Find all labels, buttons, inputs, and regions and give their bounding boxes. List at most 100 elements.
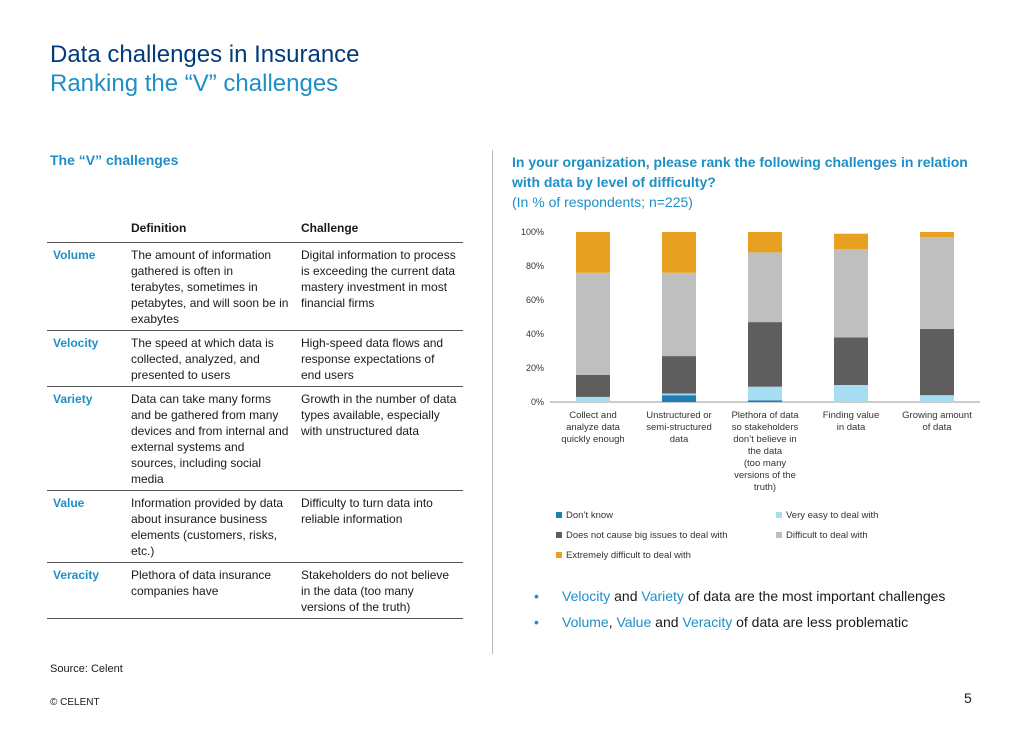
table-row: Value Information provided by data about…: [47, 490, 463, 563]
x-category-label-line: (too many: [744, 458, 786, 469]
bar-segment: [576, 374, 610, 397]
bar-segment: [662, 356, 696, 394]
key-findings: • Velocity and Variety of data are the mo…: [534, 586, 994, 638]
bar-segment: [576, 232, 610, 273]
row-challenge: High-speed data flows and response expec…: [295, 330, 463, 387]
x-category-label-line: of data: [922, 422, 952, 433]
row-definition: Plethora of data insurance companies hav…: [125, 562, 295, 619]
page-title: Data challenges in Insurance Ranking the…: [50, 40, 360, 98]
bar-segment: [920, 328, 954, 396]
question-text: In your organization, please rank the fo…: [512, 154, 968, 190]
table-row: Variety Data can take many forms and be …: [47, 386, 463, 491]
highlighted-term: Velocity: [562, 588, 611, 604]
bar-segment: [834, 249, 868, 338]
row-definition: Data can take many forms and be gathered…: [125, 386, 295, 491]
finding-bullet: • Velocity and Variety of data are the mo…: [534, 586, 994, 606]
x-category-label-line: Unstructured or: [646, 410, 711, 421]
highlighted-term: Volume: [562, 614, 609, 630]
y-tick-label: 100%: [521, 227, 544, 237]
legend-swatch: [556, 512, 562, 518]
question-note: (In % of respondents; n=225): [512, 194, 693, 210]
row-name: Veracity: [47, 562, 125, 619]
y-tick-label: 0%: [531, 397, 544, 407]
legend-label: Does not cause big issues to deal with: [566, 530, 728, 541]
table-header-definition: Definition: [125, 216, 295, 243]
title-main: Data challenges in Insurance: [50, 41, 360, 68]
row-challenge: Difficulty to turn data into reliable in…: [295, 490, 463, 563]
row-definition: The amount of information gathered is of…: [125, 242, 295, 331]
row-name: Variety: [47, 386, 125, 491]
bar-segment: [834, 233, 868, 249]
bullet-glyph: •: [534, 614, 539, 630]
bar-segment: [748, 386, 782, 401]
x-category-label-line: Plethora of data: [731, 410, 799, 421]
bar-segment: [662, 393, 696, 396]
bar-segment: [748, 252, 782, 323]
v-challenges-table: Definition Challenge Volume The amount o…: [47, 216, 463, 619]
chart-svg: 0% 20% 40% 60% 80% 100% Collect and analyze dat…: [521, 227, 980, 561]
legend-label: Difficult to deal with: [786, 530, 868, 541]
legend-swatch: [776, 532, 782, 538]
x-category-label-line: don’t believe in: [733, 434, 796, 445]
table-row: Volume The amount of information gathere…: [47, 242, 463, 331]
bar-segment: [576, 272, 610, 375]
bar-segment: [662, 272, 696, 357]
x-category-label: Unstructured or semi-structured data: [646, 410, 711, 445]
row-challenge: Digital information to process is exceed…: [295, 242, 463, 331]
x-category-label-line: versions of the: [734, 470, 796, 481]
row-challenge: Stakeholders do not believe in the data …: [295, 562, 463, 619]
legend-label: Extremely difficult to deal with: [566, 550, 691, 561]
x-category-label-line: truth): [754, 482, 776, 493]
bar-segment: [662, 232, 696, 273]
bar-segment: [748, 232, 782, 253]
table-header-name: [47, 216, 125, 243]
bullet-text: of data are less problematic: [732, 614, 909, 630]
x-category-label-line: Collect and: [569, 410, 617, 421]
bar-segment: [834, 385, 868, 402]
y-tick-label: 60%: [526, 295, 544, 305]
survey-question: In your organization, please rank the fo…: [512, 152, 982, 212]
x-category-label-line: semi-structured: [646, 422, 711, 433]
column-divider: [492, 150, 493, 654]
x-category-label-line: data: [670, 434, 689, 445]
x-category-label-line: quickly enough: [561, 434, 624, 445]
x-category-label-line: so stakeholders: [732, 422, 799, 433]
x-category-label-line: Growing amount: [902, 410, 972, 421]
table-header-challenge: Challenge: [295, 216, 463, 243]
x-category-label: Plethora of data so stakeholders don’t bel…: [731, 410, 799, 493]
page-number: 5: [964, 690, 972, 706]
bar-segment: [920, 232, 954, 238]
bar-segment: [834, 337, 868, 385]
y-tick-label: 80%: [526, 261, 544, 271]
bar-segment: [576, 396, 610, 402]
bar-segment: [748, 400, 782, 402]
row-name: Velocity: [47, 330, 125, 387]
row-name: Value: [47, 490, 125, 563]
x-category-label: Collect and analyze data quickly enough: [561, 410, 624, 445]
bullet-glyph: •: [534, 588, 539, 604]
table-row: Veracity Plethora of data insurance comp…: [47, 562, 463, 619]
finding-bullet: • Volume, Value and Veracity of data are …: [534, 612, 994, 632]
table-row: Velocity The speed at which data is coll…: [47, 330, 463, 387]
legend-swatch: [556, 552, 562, 558]
y-tick-label: 40%: [526, 329, 544, 339]
row-definition: Information provided by data about insur…: [125, 490, 295, 563]
stacked-bar-chart: 0% 20% 40% 60% 80% 100% Collect and analyze dat…: [510, 222, 990, 572]
bar-segment: [920, 395, 954, 402]
bar-segment: [748, 322, 782, 387]
x-category-label-line: Finding value: [823, 410, 880, 421]
bar-segment: [662, 395, 696, 402]
x-category-label-line: analyze data: [566, 422, 621, 433]
bar-segment: [920, 237, 954, 329]
y-tick-label: 20%: [526, 363, 544, 373]
legend-swatch: [776, 512, 782, 518]
legend-swatch: [556, 532, 562, 538]
x-category-label-line: the data: [748, 446, 783, 457]
legend-label: Very easy to deal with: [786, 510, 878, 521]
title-subtitle: Ranking the “V” challenges: [50, 70, 339, 97]
x-category-label-line: in data: [837, 422, 866, 433]
table-heading: The “V” challenges: [50, 152, 179, 168]
highlighted-term: Veracity: [682, 614, 733, 630]
bullet-text: and: [651, 614, 683, 630]
legend-label: Don’t know: [566, 510, 613, 521]
